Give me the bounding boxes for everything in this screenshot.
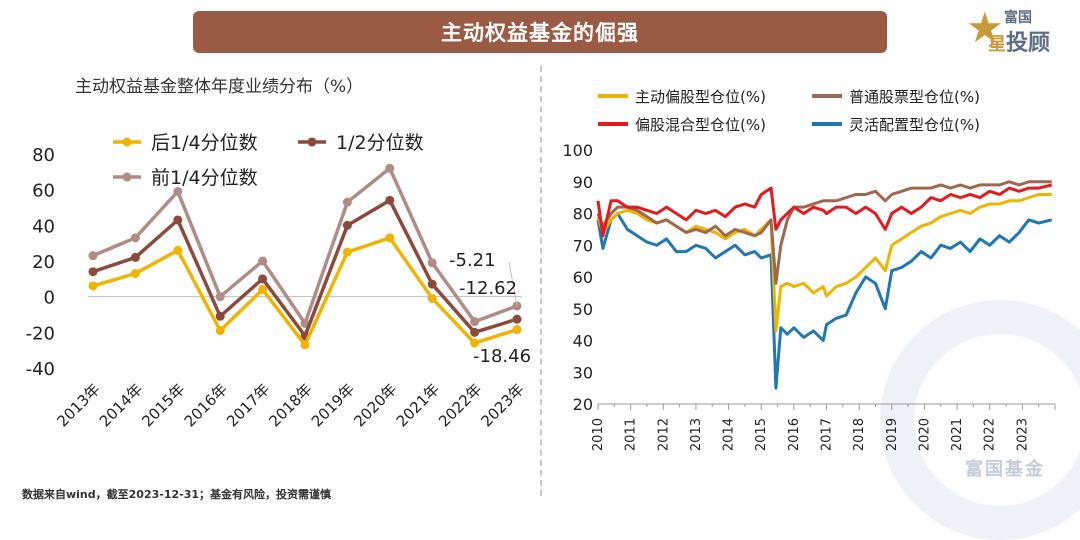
right-y-tick-label: 70	[573, 236, 593, 255]
right-x-tick-label: 2017	[820, 418, 835, 451]
right-x-tick-label: 2014	[722, 418, 737, 451]
left-legend-marker	[122, 137, 132, 147]
left-data-point	[427, 258, 437, 268]
left-data-point	[130, 233, 140, 243]
left-data-point	[88, 251, 98, 261]
page-title: 主动权益基金的倔强	[193, 11, 887, 53]
right-x-tick-label: 2022	[983, 418, 998, 451]
left-y-tick-label: 20	[32, 252, 55, 273]
star-logo-icon: ★	[966, 3, 1004, 52]
right-series-line	[596, 183, 1053, 238]
left-data-point	[512, 314, 522, 324]
left-chart-title: 主动权益基金整体年度业绩分布（%）	[75, 77, 363, 97]
left-legend-marker	[122, 172, 132, 182]
footnote: 数据来自wind，截至2023-12-31；基金有风险，投资需谨慎	[22, 488, 331, 501]
left-y-tick-label: -20	[26, 323, 55, 344]
right-y-tick-label: 60	[573, 268, 593, 287]
right-y-tick-label: 80	[573, 205, 593, 224]
annotation-leader	[508, 261, 518, 307]
right-y-tick-label: 30	[573, 363, 593, 382]
right-x-tick-label: 2011	[624, 418, 639, 451]
right-x-tick-label: 2019	[885, 418, 900, 451]
right-series-line	[596, 192, 1052, 333]
brand-logo: ★ 富国 星投顾	[966, 3, 1076, 57]
left-data-point	[130, 268, 140, 278]
right-x-tick-label: 2016	[787, 418, 802, 451]
left-data-point	[258, 285, 268, 295]
left-legend-label: 后1/4分位数	[151, 132, 258, 154]
left-y-tick-label: 60	[32, 181, 55, 202]
left-legend-marker	[307, 137, 317, 147]
right-x-tick-label: 2010	[591, 418, 606, 451]
left-data-point	[173, 186, 183, 196]
right-legend-label: 主动偏股型仓位(%)	[635, 88, 766, 106]
left-data-point	[470, 327, 480, 337]
left-data-point	[342, 247, 352, 257]
left-data-point	[258, 274, 268, 284]
left-data-point	[427, 279, 437, 289]
annotation-label: -5.21	[449, 250, 496, 271]
left-data-point	[215, 326, 225, 336]
right-y-tick-label: 90	[573, 173, 593, 192]
right-legend-label: 偏股混合型仓位(%)	[635, 116, 766, 134]
panel-divider	[540, 66, 542, 496]
left-data-point	[342, 220, 352, 230]
right-legend-label: 普通股票型仓位(%)	[849, 88, 980, 106]
right-chart-position-ratio: 100 90 80 70 60 50 40 30 20 2010 2011 2012 2013 2014 2…	[562, 88, 1056, 451]
left-data-point	[215, 292, 225, 302]
left-y-tick-label: 40	[32, 216, 55, 237]
left-data-point	[470, 338, 480, 348]
left-data-point	[88, 267, 98, 277]
left-y-tick-label: 0	[44, 288, 55, 309]
right-x-tick-label: 2021	[950, 418, 965, 451]
left-data-point	[300, 340, 310, 350]
left-data-point	[342, 197, 352, 207]
right-series-line	[596, 212, 1053, 390]
left-y-tick-label: -40	[26, 359, 55, 380]
left-data-point	[385, 195, 395, 205]
left-data-point	[215, 311, 225, 321]
left-data-point	[427, 293, 437, 303]
left-data-point	[258, 256, 268, 266]
left-data-point	[512, 325, 522, 335]
watermark-text: 富国基金	[965, 459, 1045, 480]
right-x-tick-label: 2015	[754, 418, 769, 451]
logo-line1: 富国	[1004, 10, 1032, 26]
annotation-label: -12.62	[459, 278, 517, 299]
left-legend-label: 1/2分位数	[336, 132, 424, 154]
left-data-point	[385, 163, 395, 173]
left-data-point	[130, 252, 140, 262]
right-y-tick-label: 100	[562, 141, 593, 160]
right-series-line	[596, 180, 1052, 285]
left-data-point	[173, 215, 183, 225]
left-chart-annual-performance: 主动权益基金整体年度业绩分布（%）806040200-20-402013年201…	[26, 77, 531, 430]
left-legend-label: 前1/4分位数	[151, 167, 258, 189]
right-y-tick-label: 20	[573, 395, 593, 414]
left-data-point	[470, 317, 480, 327]
right-x-tick-label: 2023	[1015, 418, 1030, 451]
logo-line2: 星投顾	[988, 31, 1051, 56]
annotation-label: -18.46	[473, 346, 531, 367]
left-data-point	[88, 281, 98, 291]
right-legend-label: 灵活配置型仓位(%)	[849, 116, 980, 134]
right-x-tick-label: 2018	[852, 418, 867, 451]
left-y-tick-label: 80	[32, 145, 55, 166]
right-y-tick-label: 50	[573, 300, 593, 319]
right-x-tick-label: 2012	[656, 418, 671, 451]
right-y-tick-label: 40	[573, 332, 593, 351]
logo-star-glyph: 星	[988, 34, 1006, 55]
right-x-tick-label: 2020	[917, 418, 932, 451]
left-data-point	[385, 233, 395, 243]
right-x-tick-label: 2013	[689, 418, 704, 451]
left-data-point	[173, 245, 183, 255]
